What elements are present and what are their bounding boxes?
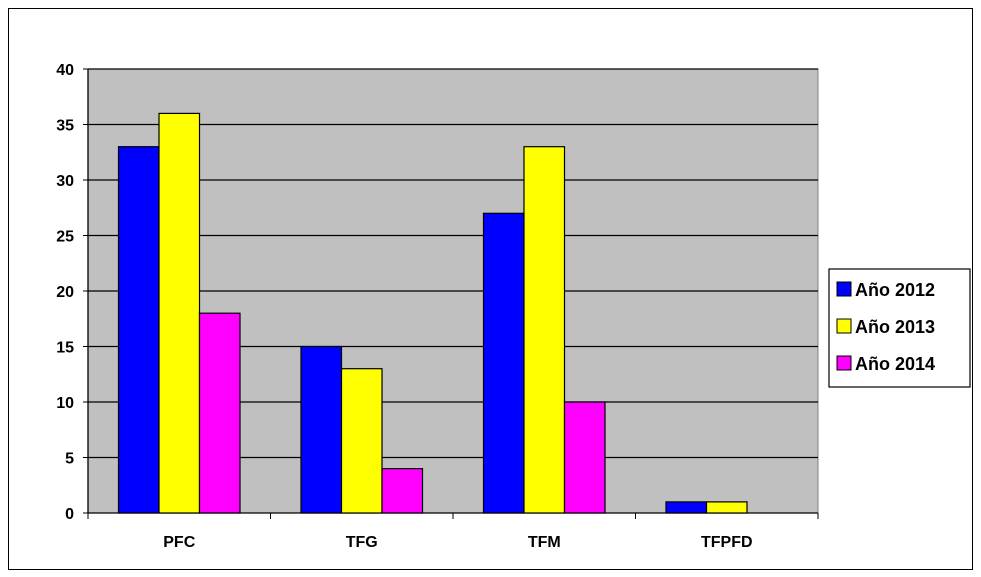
y-tick-label: 15 bbox=[56, 340, 74, 357]
x-tick-label: PFC bbox=[163, 534, 195, 551]
legend-swatch-año-2014 bbox=[836, 355, 852, 371]
legend-label: Año 2012 bbox=[855, 280, 935, 300]
y-tick-label: 5 bbox=[65, 451, 74, 468]
legend-label: Año 2014 bbox=[855, 354, 935, 374]
y-tick-label: 35 bbox=[56, 118, 74, 135]
y-tick-label: 20 bbox=[56, 284, 74, 301]
bar-tfg-año-2013 bbox=[340, 368, 383, 514]
bar-tfg-año-2012 bbox=[300, 345, 343, 514]
bar-pfc-año-2012 bbox=[117, 146, 160, 514]
y-tick-label: 40 bbox=[56, 62, 74, 79]
y-tick-label: 0 bbox=[65, 506, 74, 523]
bar-tfpfd-año-2012 bbox=[665, 501, 708, 514]
bar-tfpfd-año-2013 bbox=[705, 501, 748, 514]
bar-pfc-año-2014 bbox=[198, 312, 241, 514]
y-tick-label: 10 bbox=[56, 395, 74, 412]
bar-tfm-año-2013 bbox=[523, 146, 566, 514]
legend-swatch-año-2012 bbox=[836, 281, 852, 297]
bar-tfm-año-2014 bbox=[563, 401, 606, 514]
y-tick-label: 25 bbox=[56, 229, 74, 246]
legend-swatch-año-2013 bbox=[836, 318, 852, 334]
legend bbox=[828, 268, 971, 388]
bar-pfc-año-2013 bbox=[158, 112, 201, 514]
bar-tfm-año-2012 bbox=[482, 212, 525, 514]
legend-label: Año 2013 bbox=[855, 317, 935, 337]
x-tick-label: TFM bbox=[528, 534, 561, 551]
x-tick-label: TFPFD bbox=[701, 534, 753, 551]
x-tick-label: TFG bbox=[346, 534, 378, 551]
y-tick-label: 30 bbox=[56, 173, 74, 190]
bar-tfg-año-2014 bbox=[381, 468, 424, 514]
